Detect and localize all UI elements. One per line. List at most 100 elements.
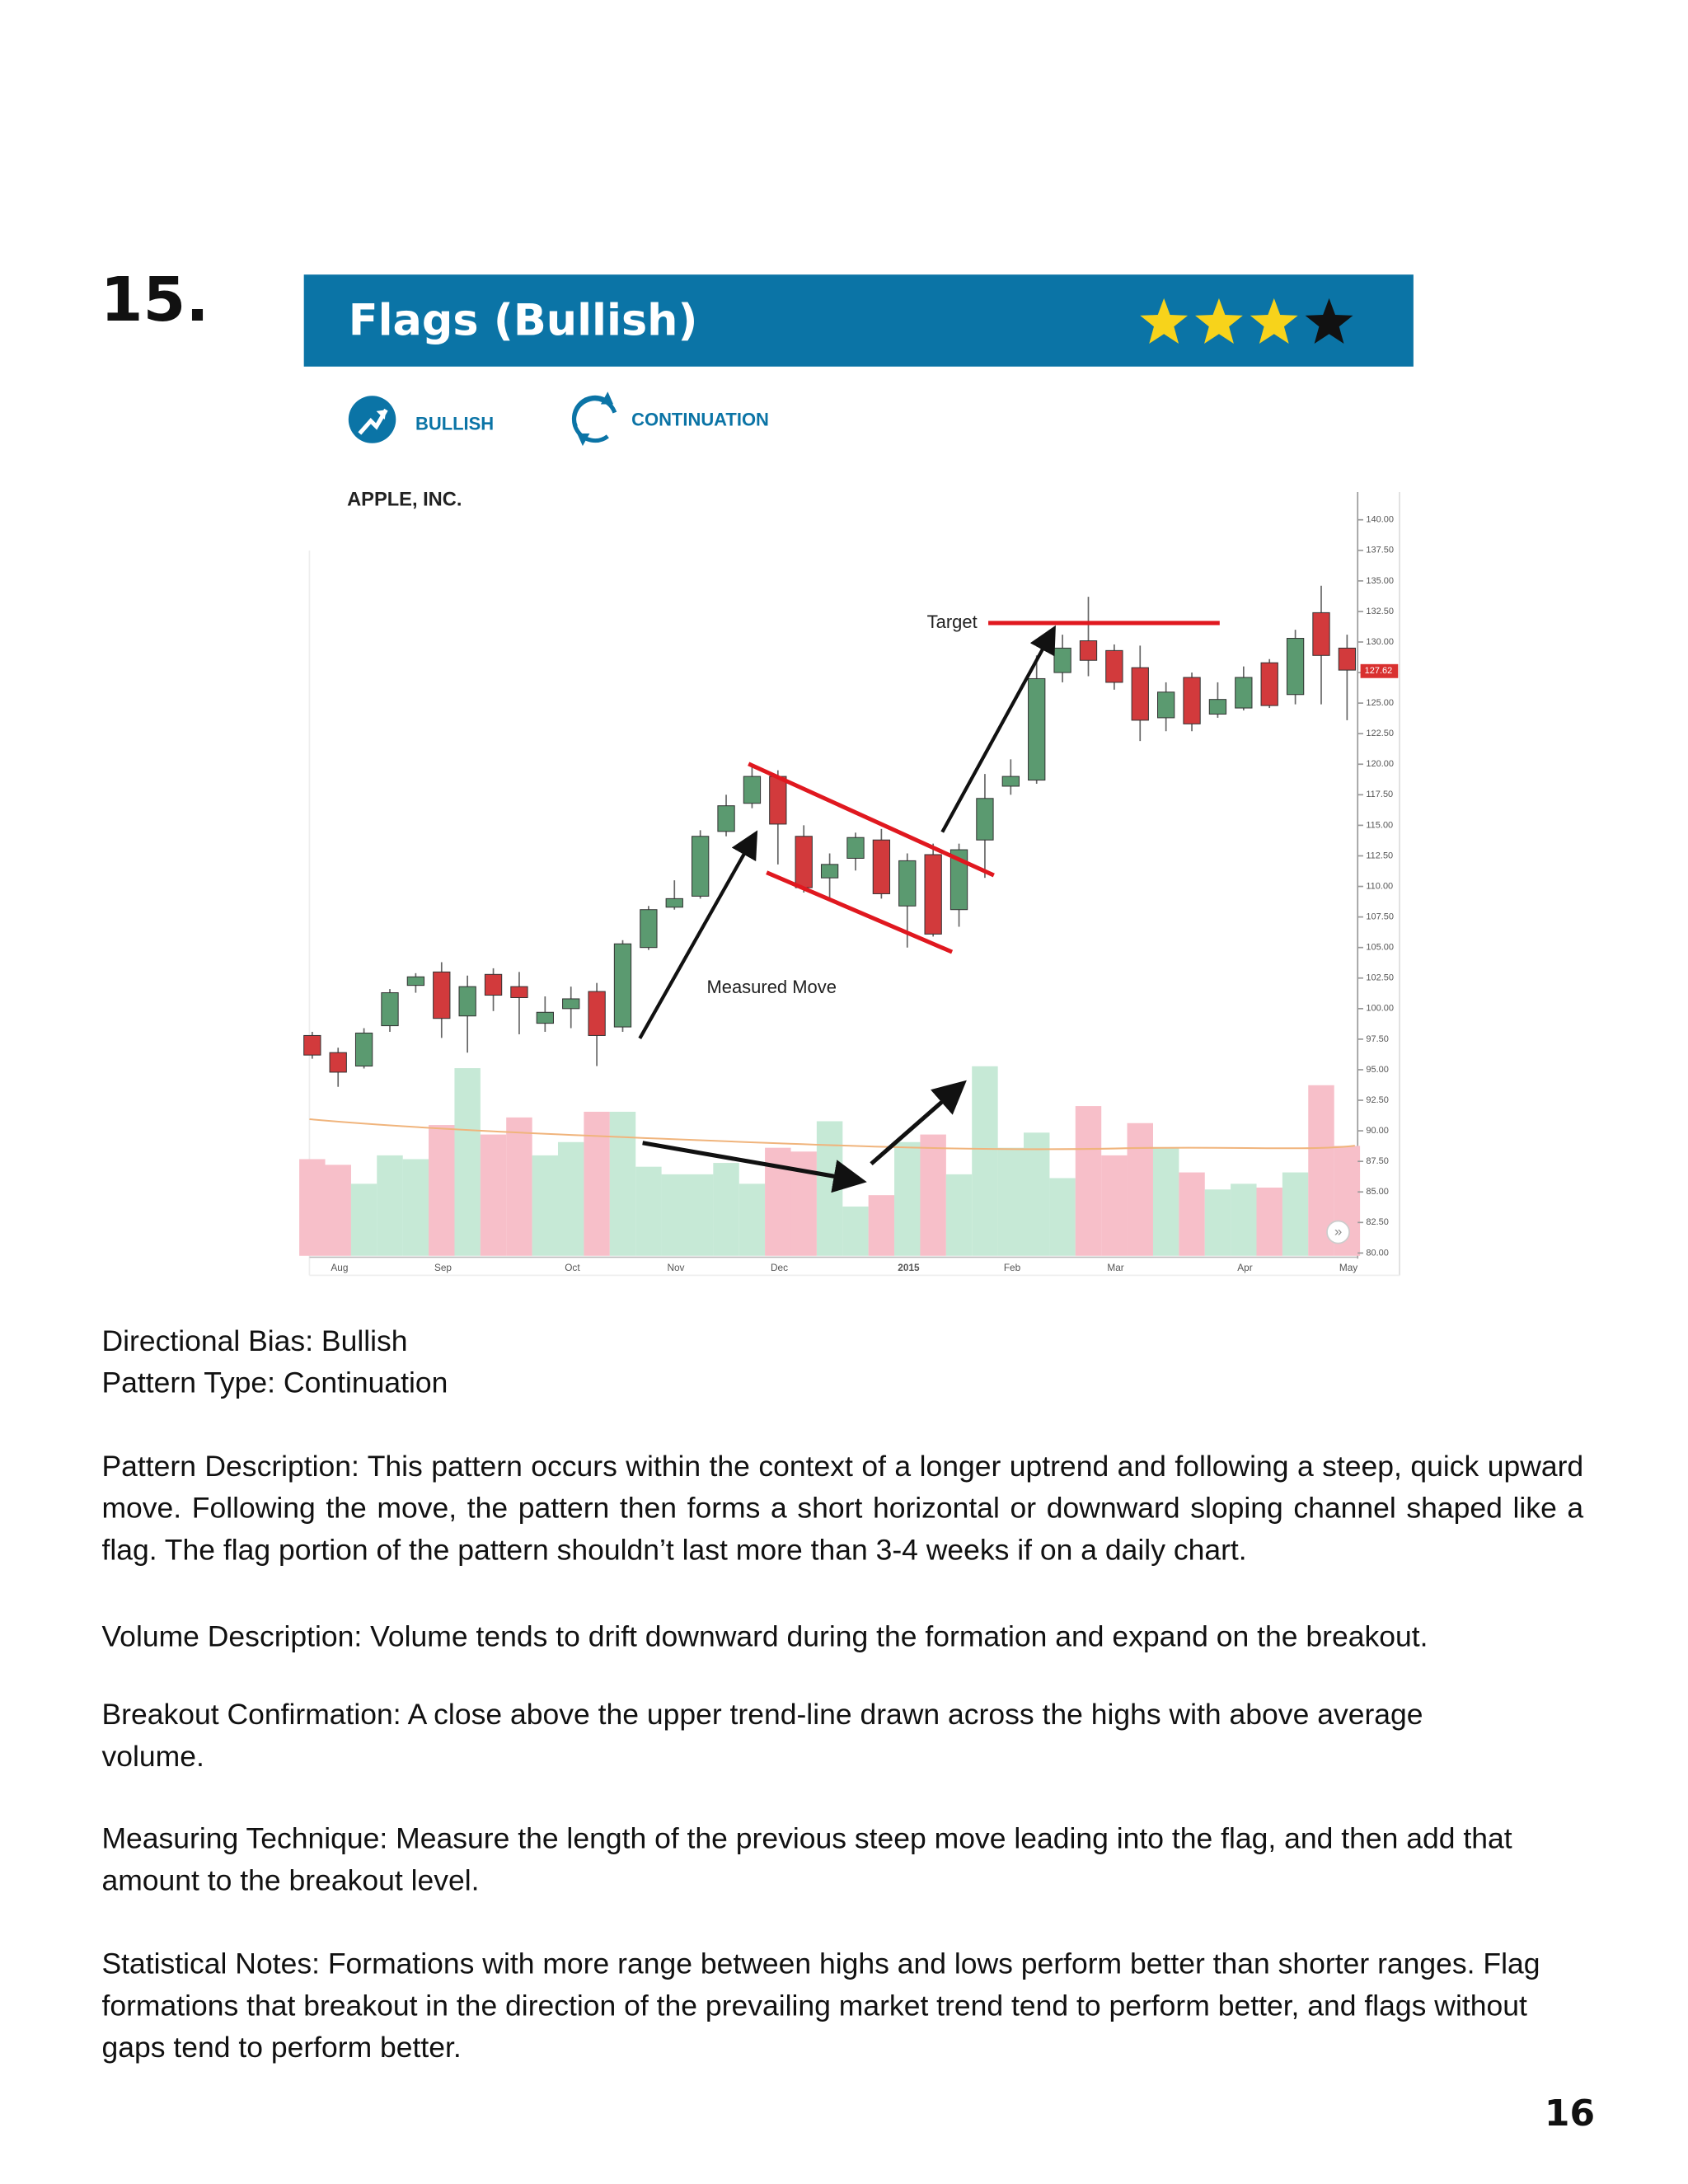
arrow — [638, 830, 758, 1039]
flag-upper-line — [748, 762, 995, 878]
volume-average — [309, 1118, 1355, 1151]
y-tick-label: 122.50 — [1366, 729, 1394, 738]
y-tick-label: 135.00 — [1366, 576, 1394, 586]
y-tick-label: 92.50 — [1366, 1095, 1389, 1105]
volume-bar — [661, 1174, 687, 1256]
y-tick-label: 112.50 — [1366, 851, 1393, 860]
candle-body — [820, 864, 839, 879]
candle-body — [303, 1034, 321, 1056]
volume-bar — [609, 1111, 636, 1256]
section-number: 15. — [100, 265, 209, 336]
y-tick-label: 105.00 — [1366, 943, 1394, 953]
last-price-box — [1360, 663, 1399, 678]
volume-bar — [1179, 1172, 1205, 1256]
candle-body — [1053, 647, 1071, 673]
candle-body — [692, 836, 710, 897]
x-tick-label: May — [1339, 1262, 1357, 1273]
candle-body — [1001, 776, 1020, 787]
y-tick-label: 125.00 — [1366, 698, 1394, 708]
candle-body — [536, 1011, 554, 1024]
page-number: 16 — [1544, 2093, 1596, 2135]
candle-body — [1183, 677, 1201, 724]
candle-body — [898, 860, 917, 907]
candle-body — [613, 943, 632, 1028]
volume-bar — [868, 1195, 895, 1256]
volume-bar — [350, 1183, 377, 1256]
candle-body — [1105, 649, 1123, 683]
volume-bar — [480, 1134, 507, 1256]
volume-bar — [1049, 1178, 1076, 1256]
candle-body — [640, 909, 658, 949]
volume-bar — [1075, 1106, 1102, 1256]
rating-star — [1250, 298, 1298, 344]
y-tick-label: 120.00 — [1366, 759, 1394, 769]
paragraph: Volume Description: Volume tends to drif… — [101, 1620, 1428, 1653]
flag-lower-line — [766, 870, 954, 954]
candle-body — [1208, 699, 1227, 715]
scroll-button[interactable] — [1326, 1220, 1350, 1244]
candle-body — [381, 992, 399, 1027]
x-tick-label: 2015 — [898, 1262, 920, 1273]
y-tick-label: 115.00 — [1366, 820, 1393, 830]
y-tick-label: 95.00 — [1366, 1065, 1389, 1075]
figure: Flags (Bullish) BULLISH CONTINUATION APP… — [299, 274, 1414, 1277]
candle-body — [665, 898, 683, 908]
volume-bar — [687, 1174, 714, 1256]
candle-body — [1260, 662, 1278, 706]
candle-body — [846, 837, 865, 859]
rating-star — [1305, 298, 1353, 344]
y-tick-label: 137.50 — [1366, 546, 1394, 555]
volume-bar — [1023, 1132, 1050, 1256]
y-tick-label: 140.00 — [1366, 515, 1394, 525]
continuation-arrowheads — [577, 391, 614, 447]
tag: BULLISH — [415, 414, 494, 434]
candle-body — [1312, 612, 1330, 656]
bullish-arrowhead — [376, 410, 387, 420]
last-price-label: 127.62 — [1365, 666, 1393, 676]
volume-bar — [325, 1165, 351, 1256]
volume-bar — [738, 1183, 766, 1256]
candle-body — [1079, 640, 1098, 661]
candle-body — [976, 798, 994, 841]
volume-bar — [1101, 1155, 1128, 1256]
candle-body — [1131, 667, 1149, 721]
chart-title: APPLE, INC. — [347, 489, 462, 510]
y-tick-label: 85.00 — [1366, 1187, 1389, 1197]
x-tick-label: Nov — [667, 1262, 684, 1273]
paragraph: Measuring Technique: Measure the length … — [101, 1823, 1512, 1897]
volume-bar — [997, 1147, 1025, 1256]
volume-bar — [713, 1163, 739, 1256]
y-tick-label: 97.50 — [1366, 1034, 1389, 1044]
volume-bar — [945, 1174, 973, 1256]
volume-bar — [584, 1111, 610, 1256]
y-tick-label: 130.00 — [1366, 637, 1394, 647]
paragraph: Breakout Confirmation: A close above the… — [101, 1699, 1423, 1774]
paragraph: Statistical Notes: Formations with more … — [101, 1948, 1540, 2064]
candle-body — [872, 839, 891, 894]
y-tick-label: 80.00 — [1366, 1248, 1389, 1258]
candle-body — [769, 776, 787, 825]
volume-bar — [1204, 1189, 1231, 1256]
annotation: Target — [927, 612, 978, 632]
candle-body — [1028, 677, 1046, 781]
volume-bar — [635, 1166, 662, 1256]
y-tick-label: 110.00 — [1366, 881, 1393, 891]
tag: CONTINUATION — [631, 410, 769, 430]
scroll-icon[interactable]: » — [1334, 1223, 1342, 1239]
volume-bar — [299, 1159, 326, 1256]
volume-bar — [790, 1151, 817, 1256]
candle-body — [484, 973, 503, 996]
volume-bar — [1231, 1183, 1257, 1256]
candle-body — [1338, 647, 1357, 671]
volume-bar — [429, 1125, 455, 1256]
y-tick-label: 100.00 — [1366, 1004, 1394, 1014]
volume-bar — [402, 1159, 429, 1256]
volume-bar — [972, 1066, 998, 1256]
paragraph: Pattern Type: Continuation — [101, 1367, 448, 1399]
paragraph: Directional Bias: Bullish — [101, 1325, 408, 1358]
y-tick-label: 132.50 — [1366, 607, 1394, 616]
x-tick-label: Oct — [565, 1262, 580, 1273]
candle-body — [510, 986, 528, 998]
arrow — [642, 1141, 867, 1193]
volume-bar — [557, 1141, 584, 1256]
